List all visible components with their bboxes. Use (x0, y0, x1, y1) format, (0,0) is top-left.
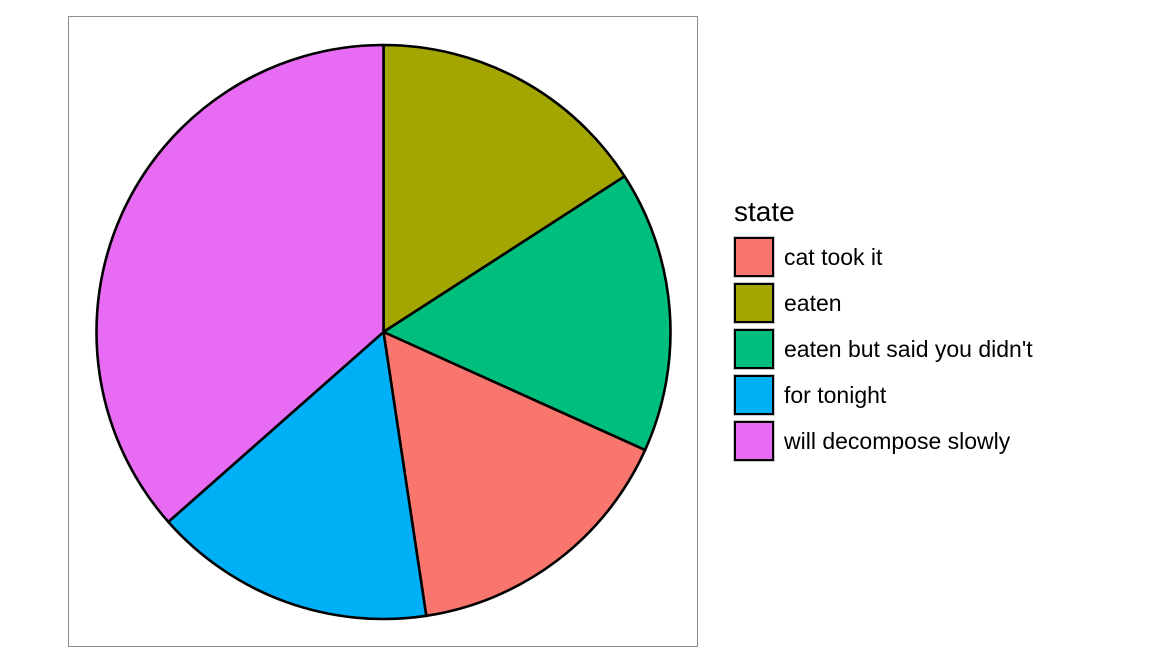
legend-item: eaten (733, 280, 1033, 326)
legend-key-swatch (733, 236, 775, 278)
pie-slice (382, 174, 672, 452)
legend-label: eaten (784, 289, 842, 316)
legend-key-swatch (733, 328, 775, 370)
legend-items: cat took it eaten eaten but said you did… (733, 234, 1033, 464)
legend-key-swatch (733, 282, 775, 324)
pie-slice (382, 43, 626, 334)
legend-key-swatch (733, 420, 775, 462)
legend-key-swatch (733, 374, 775, 416)
pie-slice (382, 330, 647, 618)
legend-title: state (734, 196, 795, 227)
legend-item: eaten but said you didn't (733, 326, 1033, 372)
legend-item: will decompose slowly (733, 418, 1033, 464)
pie-slice (167, 330, 428, 621)
legend-label: eaten but said you didn't (784, 335, 1033, 362)
legend-label: cat took it (784, 243, 883, 270)
legend: state cat took it eaten eaten but said y… (733, 196, 1033, 464)
legend-item: for tonight (733, 372, 1033, 418)
pie-slice (95, 43, 385, 524)
legend-label: will decompose slowly (784, 427, 1011, 454)
legend-item: cat took it (733, 234, 1033, 280)
legend-label: for tonight (784, 381, 887, 408)
